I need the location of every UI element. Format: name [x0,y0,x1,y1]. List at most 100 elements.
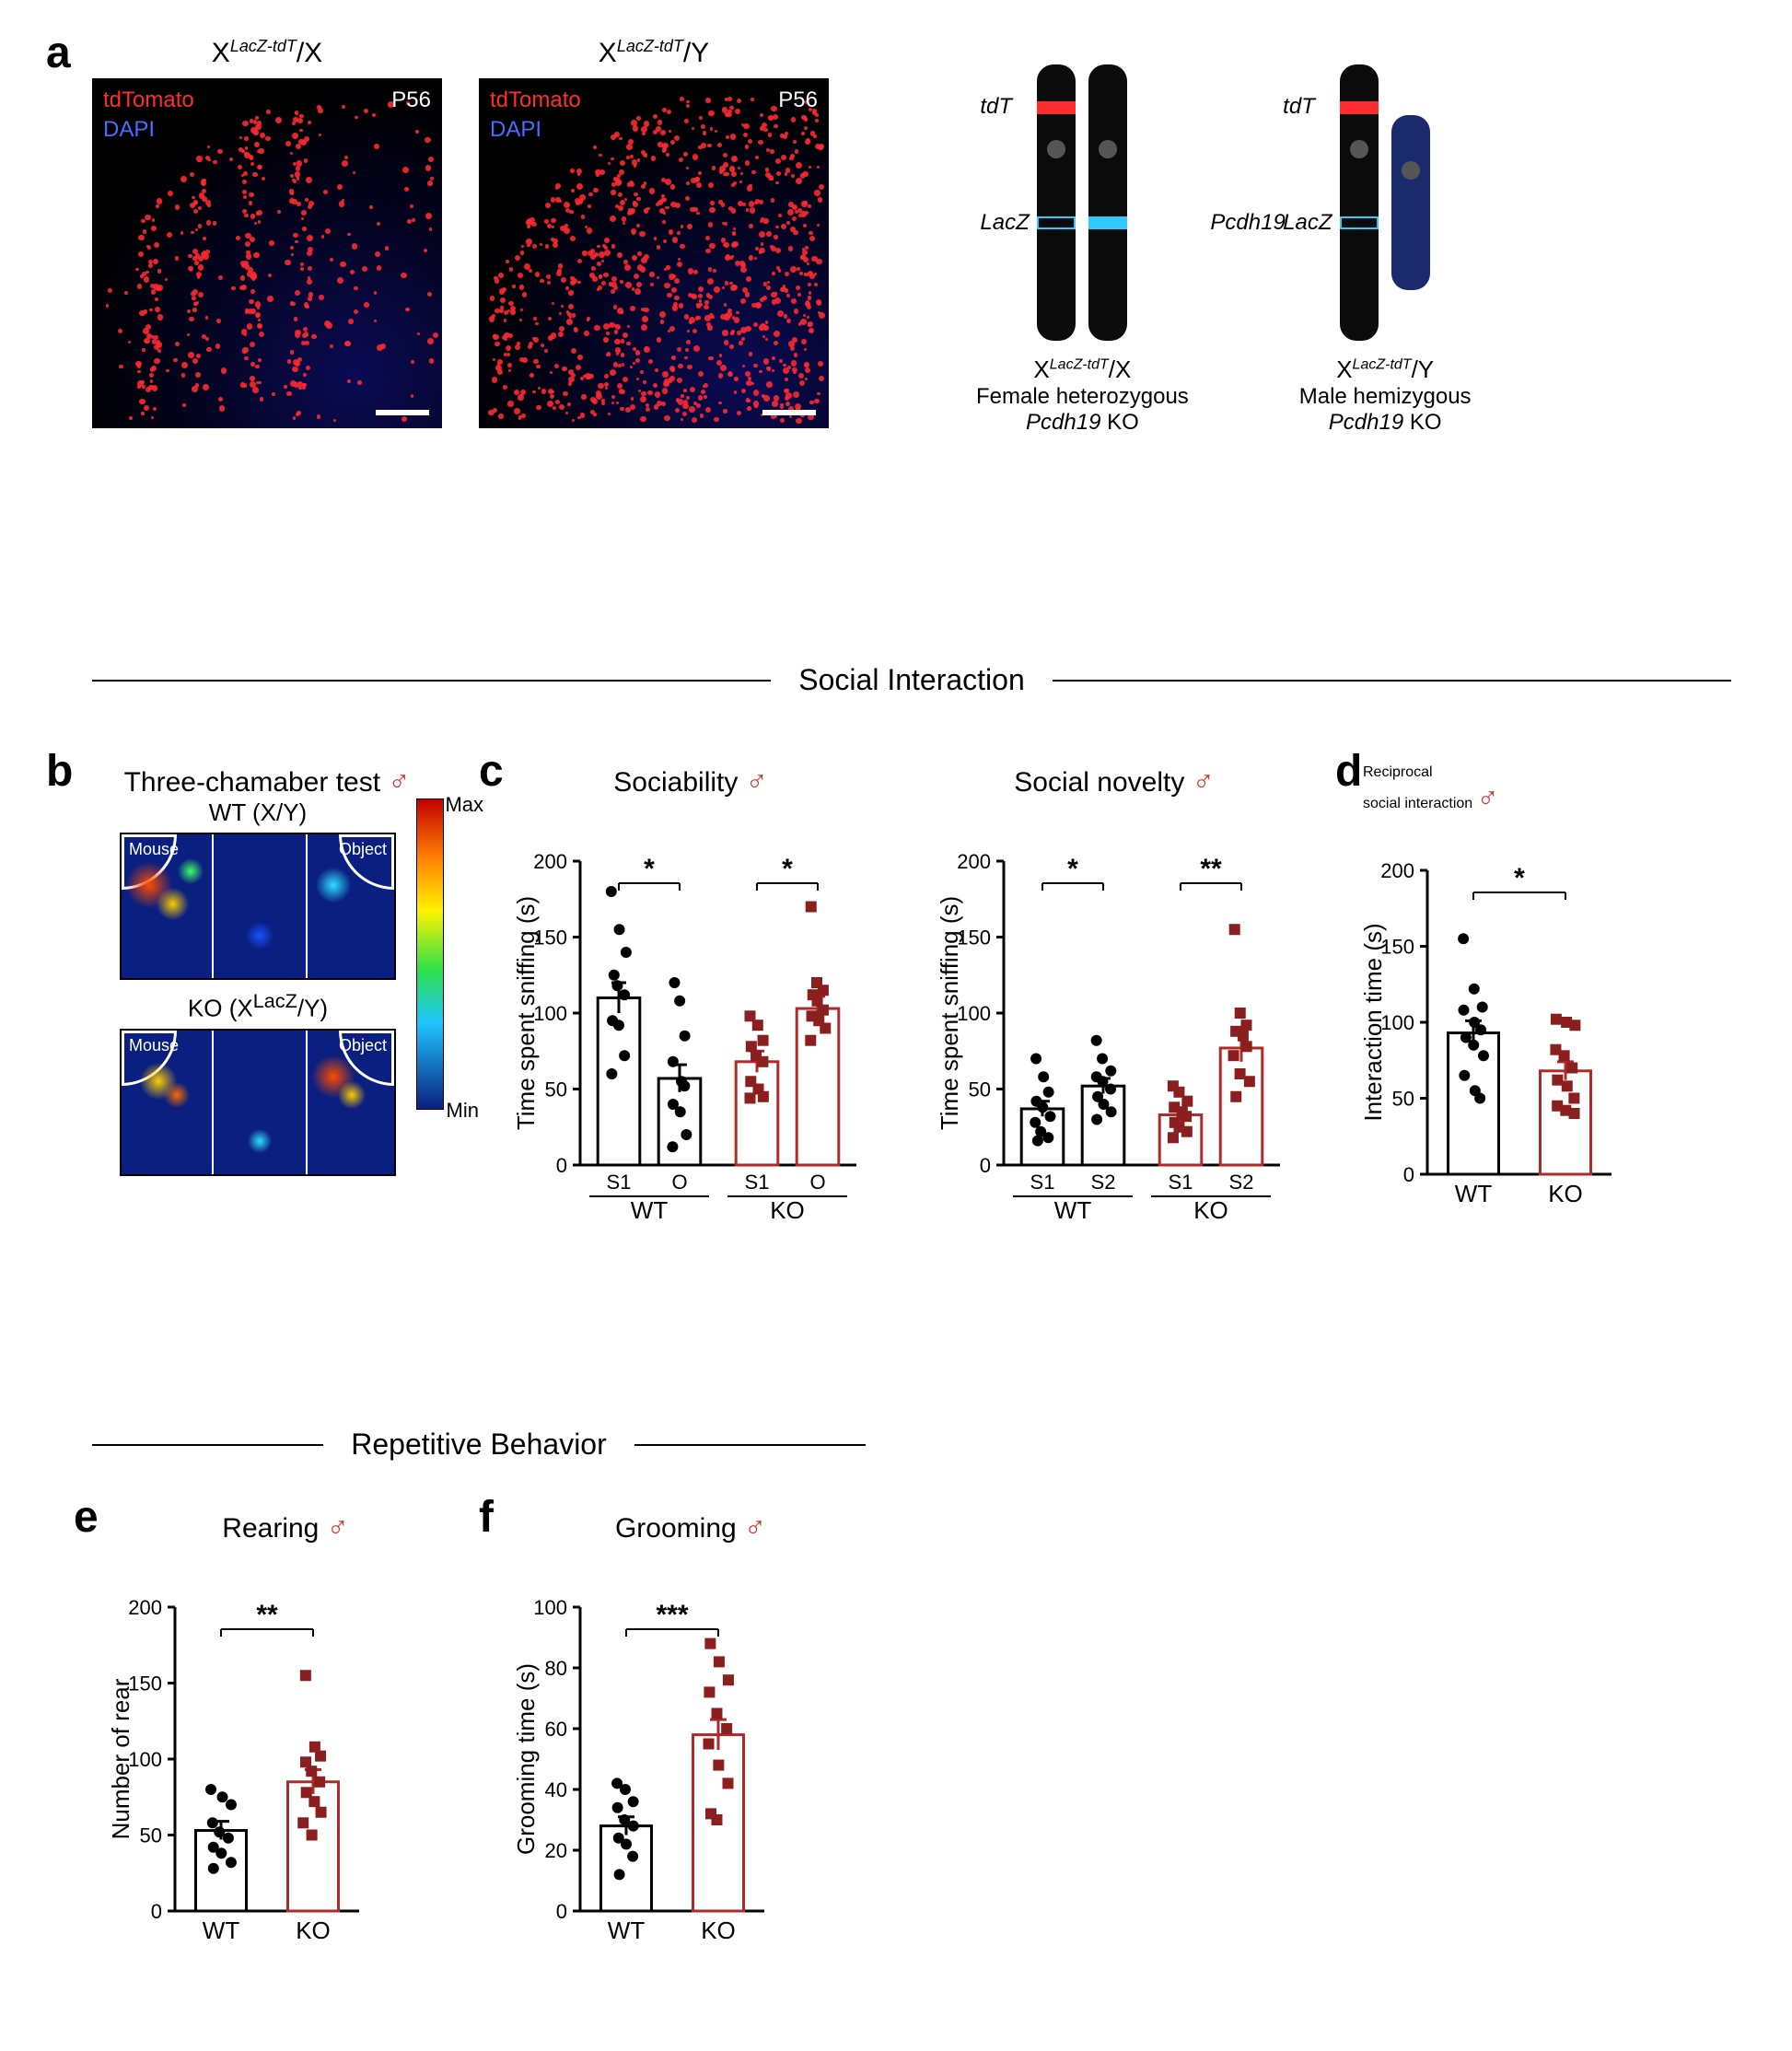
svg-text:80: 80 [545,1657,567,1680]
social-section-label: Social Interaction [789,663,1033,697]
dapi-label: DAPI [490,117,541,143]
svg-text:*: * [1067,854,1078,884]
divider-line [92,1444,323,1446]
svg-text:50: 50 [969,1078,991,1101]
svg-text:WT: WT [608,1917,646,1944]
svg-text:Number of rear: Number of rear [107,1678,134,1839]
micrograph-het-title: XLacZ-tdT/X [212,37,322,69]
panel-d-label: d [1335,746,1362,797]
svg-text:0: 0 [980,1154,991,1177]
micrograph-hemi-title: XLacZ-tdT/Y [599,37,709,69]
panel-c: Sociability ♂050100150200Time spent snif… [516,764,1308,1234]
svg-text:WT: WT [631,1196,669,1224]
svg-text:O: O [809,1171,825,1194]
svg-text:100: 100 [533,1596,567,1619]
chart-title: Reciprocalsocial interaction ♂ [1363,764,1713,815]
micrograph-group: XLacZ-tdT/X tdTomato DAPI P56 XLacZ-tdT/… [92,37,829,428]
chart-title: Sociability ♂ [516,764,866,798]
svg-text:***: *** [656,1600,688,1630]
svg-text:WT: WT [1054,1196,1092,1224]
micrograph-het: XLacZ-tdT/X tdTomato DAPI P56 [92,37,442,428]
svg-text:200: 200 [533,850,567,873]
chart-svg: 050100150200Time spent sniffing (s)S1S2W… [939,806,1289,1229]
panel-f-label: f [479,1492,494,1543]
tdtomato-label: tdTomato [490,87,581,113]
p56-label: P56 [391,87,431,113]
panel-b-title: Three-chamaber test ♂ [92,764,442,798]
svg-text:50: 50 [140,1824,162,1847]
repetitive-divider: Repetitive Behavior [92,1428,866,1462]
male-icon: ♂ [388,764,410,798]
chart-svg: 050100150200Time spent sniffing (s)S1OWT… [516,806,866,1229]
svg-text:0: 0 [151,1900,162,1923]
heatmap-wt: Mouse Object [120,833,396,980]
divider-line [1053,680,1731,682]
svg-text:200: 200 [957,850,991,873]
heatmap-wt-title: WT (X/Y) [120,798,396,827]
panel-c-label: c [479,746,504,797]
svg-text:KO: KO [701,1917,736,1944]
chart-title: Social novelty ♂ [939,764,1289,798]
panel-f: Grooming ♂020406080100Grooming time (s)W… [516,1510,866,1980]
svg-text:S1: S1 [745,1171,770,1194]
svg-text:O: O [671,1171,687,1194]
micrograph-hemi-img: tdTomato DAPI P56 [479,78,829,428]
chart-svg: 050100150200Number of rearWTKO** [111,1552,368,1975]
svg-text:**: ** [1200,854,1222,884]
svg-text:KO: KO [770,1196,805,1224]
svg-text:WT: WT [1455,1180,1493,1207]
chart-sociability: Sociability ♂050100150200Time spent snif… [516,764,866,1234]
svg-text:20: 20 [545,1839,567,1862]
svg-text:0: 0 [556,1154,567,1177]
svg-text:WT: WT [203,1917,240,1944]
svg-text:200: 200 [128,1596,162,1619]
figure-root: a XLacZ-tdT/X tdTomato DAPI P56 XLacZ-td… [0,0,1792,2051]
svg-text:KO: KO [1548,1180,1583,1207]
micrograph-het-img: tdTomato DAPI P56 [92,78,442,428]
chart-title: Grooming ♂ [516,1510,866,1544]
colorbar [416,798,444,1110]
svg-text:60: 60 [545,1718,567,1741]
svg-text:50: 50 [545,1078,567,1101]
heatmap-ko-title: KO (XLacZ/Y) [120,989,396,1023]
social-divider: Social Interaction [92,663,1731,697]
svg-text:Time spent sniffing (s): Time spent sniffing (s) [512,896,540,1130]
scalebar [376,410,429,415]
chart-reciprocal: Reciprocalsocial interaction ♂0501001502… [1363,764,1713,1243]
chart-social-novelty: Social novelty ♂050100150200Time spent s… [939,764,1289,1234]
svg-text:S1: S1 [607,1171,632,1194]
colorbar-max: Max [445,793,483,817]
svg-text:S2: S2 [1091,1171,1116,1194]
panel-a-label: a [46,28,71,78]
svg-text:*: * [644,854,655,884]
dapi-label: DAPI [103,117,155,143]
panel-a: XLacZ-tdT/X tdTomato DAPI P56 XLacZ-tdT/… [92,37,1731,589]
svg-text:S1: S1 [1030,1171,1055,1194]
colorbar-min: Min [447,1099,479,1123]
svg-text:KO: KO [1193,1196,1228,1224]
svg-text:*: * [782,854,793,884]
tdtomato-label: tdTomato [103,87,194,113]
svg-text:40: 40 [545,1778,567,1801]
panel-e: Rearing ♂050100150200Number of rearWTKO*… [111,1510,460,1980]
scalebar [762,410,816,415]
svg-text:Interaction time (s): Interaction time (s) [1359,923,1387,1121]
svg-text:Grooming time (s): Grooming time (s) [512,1663,540,1855]
svg-text:0: 0 [1403,1163,1414,1186]
chart-title: Rearing ♂ [111,1510,460,1544]
svg-text:Time spent sniffing (s): Time spent sniffing (s) [936,896,963,1130]
heatmap-ko: Mouse Object [120,1029,396,1176]
repetitive-section: Repetitive Behavior [92,1409,866,1498]
repetitive-section-label: Repetitive Behavior [342,1428,615,1462]
divider-line [634,1444,866,1446]
micrograph-hemi: XLacZ-tdT/Y tdTomato DAPI P56 [479,37,829,428]
chart-svg: 050100150200Interaction time (s)WTKO* [1363,815,1621,1239]
divider-line [92,680,771,682]
svg-text:0: 0 [556,1900,567,1923]
svg-text:S2: S2 [1229,1171,1254,1194]
panel-b-label: b [46,746,73,797]
panel-d: Reciprocalsocial interaction ♂0501001502… [1363,764,1713,1243]
svg-text:S1: S1 [1169,1171,1193,1194]
panel-b-title-text: Three-chamaber test [124,767,380,798]
svg-text:KO: KO [296,1917,331,1944]
